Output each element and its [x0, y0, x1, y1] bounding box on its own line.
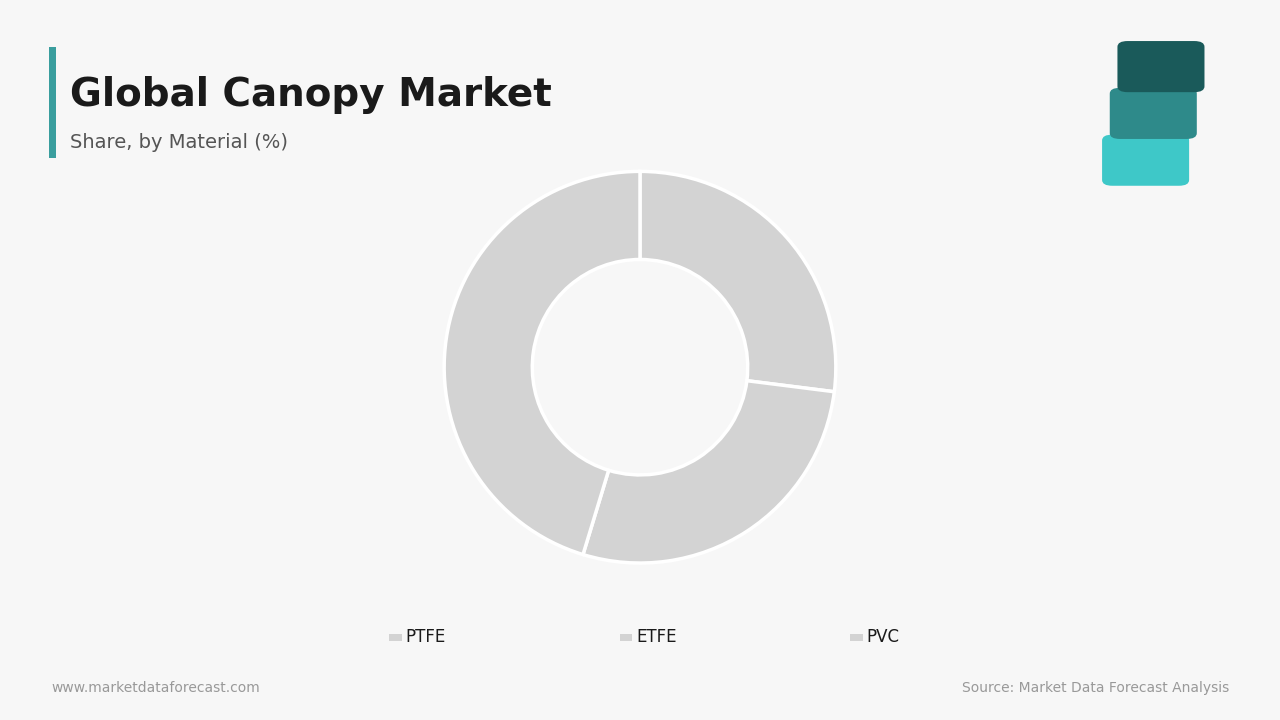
Text: PVC: PVC	[867, 628, 900, 647]
Wedge shape	[640, 171, 836, 392]
Wedge shape	[582, 381, 835, 563]
Text: www.marketdataforecast.com: www.marketdataforecast.com	[51, 681, 260, 695]
Text: PTFE: PTFE	[406, 628, 445, 647]
Text: Source: Market Data Forecast Analysis: Source: Market Data Forecast Analysis	[961, 681, 1229, 695]
Text: Share, by Material (%): Share, by Material (%)	[70, 133, 288, 152]
Text: ETFE: ETFE	[636, 628, 677, 647]
Text: Global Canopy Market: Global Canopy Market	[70, 76, 552, 114]
Wedge shape	[444, 171, 640, 554]
